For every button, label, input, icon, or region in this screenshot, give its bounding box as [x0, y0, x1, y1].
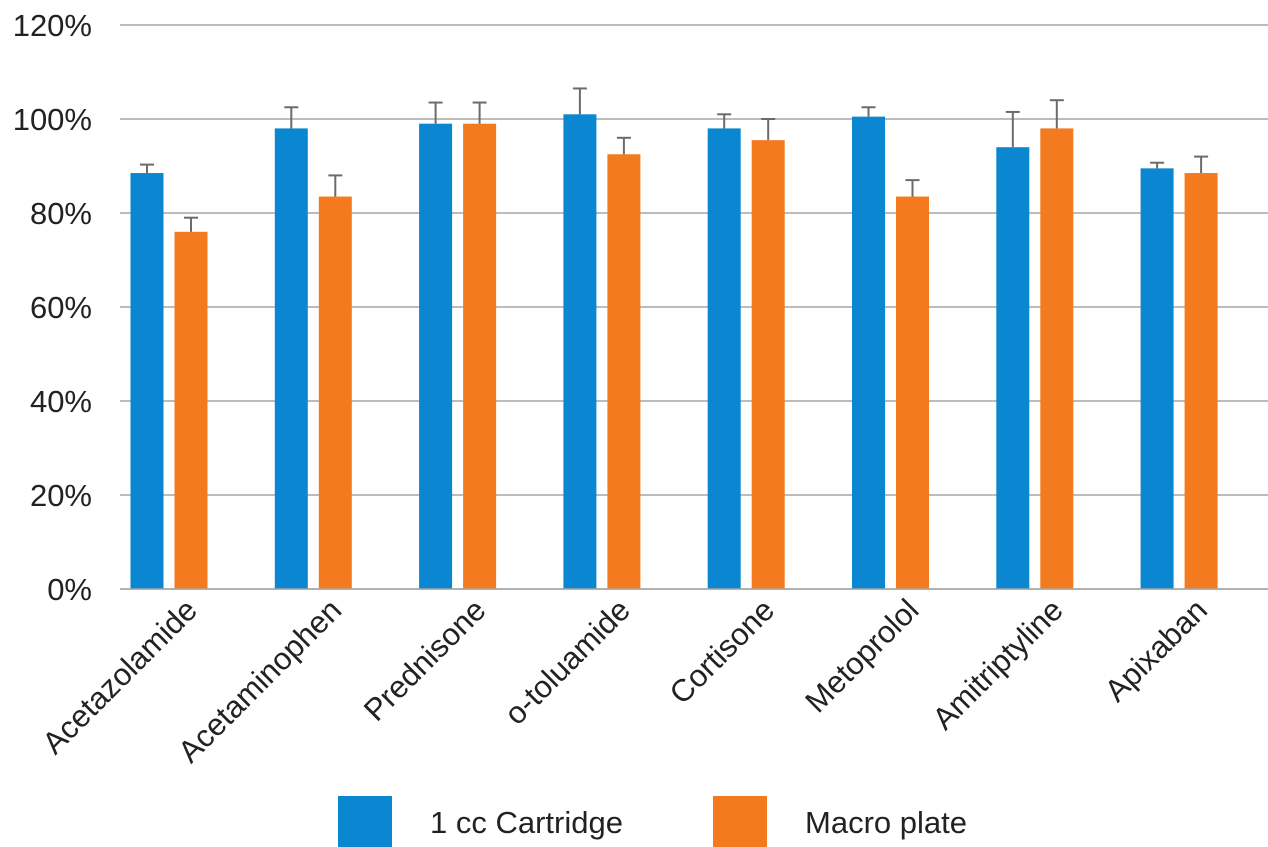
bar [1040, 128, 1074, 589]
bar [1140, 168, 1174, 589]
bar [130, 173, 164, 590]
bar [607, 154, 641, 589]
bar-chart: 0% 20% 40% 60% 80% 100% 120% AcetazolamideAcet… [13, 8, 1268, 769]
bar [852, 116, 885, 590]
y-tick-label: 40% [30, 384, 92, 419]
x-tick-label: Apixaban [1098, 592, 1214, 708]
x-tick-label: Prednisone [357, 592, 493, 728]
error-bars [120, 87, 1268, 590]
bar [563, 114, 597, 590]
bar [419, 123, 453, 589]
legend-item-macro-plate: Macro plate [713, 796, 967, 847]
x-tick-label: Cortisone [663, 592, 782, 711]
legend-swatch-cartridge [338, 796, 392, 847]
bar [996, 147, 1030, 589]
legend: 1 cc Cartridge Macro plate [0, 792, 1268, 847]
y-axis-tick-labels: 0% 20% 40% 60% 80% 100% 120% [13, 8, 92, 607]
legend-label-macro-plate: Macro plate [805, 805, 967, 840]
legend-item-cartridge: 1 cc Cartridge [338, 796, 623, 847]
grid-lines [120, 24, 1268, 590]
y-tick-label: 60% [30, 290, 92, 325]
bars [130, 114, 1218, 590]
bar [174, 231, 208, 590]
bar [751, 140, 785, 589]
x-tick-label: Metoprolol [798, 592, 925, 719]
y-tick-label: 80% [30, 196, 92, 231]
bar [707, 128, 741, 589]
legend-label-cartridge: 1 cc Cartridge [430, 805, 623, 840]
y-tick-label: 120% [13, 8, 92, 43]
x-tick-label: Acetazolamide [35, 592, 204, 761]
x-tick-label: Amitriptyline [926, 592, 1070, 736]
legend-swatch-macro-plate [713, 796, 767, 847]
bar [318, 196, 352, 590]
bar [274, 128, 308, 589]
y-tick-label: 100% [13, 102, 92, 137]
bar [896, 196, 929, 590]
bar [463, 123, 497, 589]
x-tick-label: o-toluamide [498, 592, 637, 731]
bar [1184, 173, 1218, 590]
y-tick-label: 20% [30, 478, 92, 513]
y-tick-label: 0% [47, 572, 92, 607]
